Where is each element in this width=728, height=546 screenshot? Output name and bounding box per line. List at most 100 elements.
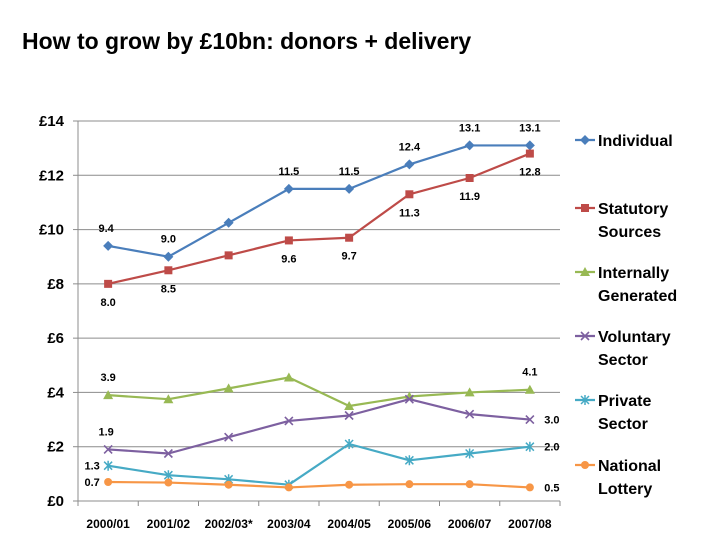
data-point xyxy=(344,401,355,410)
data-point xyxy=(284,416,294,426)
data-point xyxy=(405,480,414,489)
y-tick-label: £2 xyxy=(47,439,64,456)
legend-marker xyxy=(581,204,589,212)
legend-label: Individual xyxy=(598,133,673,150)
x-tick-label: 2005/06 xyxy=(388,517,432,531)
legend-label: Private Sector xyxy=(598,393,651,433)
legend-marker xyxy=(580,135,590,145)
data-label: 12.8 xyxy=(519,167,540,179)
legend-label: Internally Generated xyxy=(598,265,677,305)
legend-label: Statutory Sources xyxy=(598,201,668,241)
y-tick-label: £12 xyxy=(39,167,64,184)
chart-title: How to grow by £10bn: donors + delivery xyxy=(22,28,472,54)
y-tick-label: £14 xyxy=(39,113,65,130)
y-tick-label: £0 xyxy=(47,493,64,510)
legend-item: Individual xyxy=(575,133,673,150)
data-point xyxy=(524,384,535,394)
data-point xyxy=(103,390,114,400)
data-point xyxy=(224,251,233,260)
data-label: 12.4 xyxy=(399,141,421,153)
legend-marker xyxy=(580,331,590,341)
y-tick-label: £6 xyxy=(47,330,64,347)
data-point xyxy=(404,455,414,466)
data-label: 11.5 xyxy=(278,166,299,178)
series-line xyxy=(107,152,531,285)
data-point xyxy=(164,266,173,275)
data-label: 8.5 xyxy=(161,283,176,295)
data-point xyxy=(525,149,534,158)
legend-marker xyxy=(581,461,589,469)
x-tick-label: 2001/02 xyxy=(147,517,191,531)
data-point xyxy=(223,217,234,228)
data-label: 4.1 xyxy=(522,367,537,379)
data-point xyxy=(344,183,355,194)
data-point xyxy=(345,480,354,489)
data-point xyxy=(284,483,293,492)
data-point xyxy=(163,394,174,404)
data-point xyxy=(104,279,113,288)
legend-item: Statutory Sources xyxy=(575,201,668,241)
data-point xyxy=(404,159,415,170)
data-label: 13.1 xyxy=(519,122,540,134)
legend: Individual Statutory Sources Internally Gene… xyxy=(575,133,677,498)
series-line xyxy=(108,480,530,489)
x-tick-label: 2000/01 xyxy=(86,517,130,531)
series-line xyxy=(107,442,530,486)
data-point xyxy=(103,444,113,454)
data-point xyxy=(345,233,354,242)
data-label: 2.0 xyxy=(544,442,559,454)
data-point xyxy=(465,409,475,419)
data-point xyxy=(465,480,474,489)
y-tick-label: £4 xyxy=(47,384,64,401)
y-tick-label: £8 xyxy=(47,276,64,293)
data-point xyxy=(404,394,414,404)
legend-label: Voluntary Sector xyxy=(598,329,671,369)
series-line xyxy=(107,144,530,258)
data-point xyxy=(404,391,415,401)
legend-label: National Lottery xyxy=(598,458,661,498)
data-labels: 9.4 9.0 11.5 11.5 12.4 13.1 13.1 8.0 8.5 9.6 9.7 11… xyxy=(84,122,559,494)
data-point xyxy=(104,478,113,486)
series-lines xyxy=(103,140,535,492)
data-point xyxy=(465,174,474,182)
data-point xyxy=(223,383,234,393)
data-point xyxy=(103,240,114,251)
x-tick-label: 2004/05 xyxy=(327,517,371,531)
data-label: 8.0 xyxy=(100,297,115,309)
data-point xyxy=(284,236,293,245)
data-label: 11.3 xyxy=(399,207,420,219)
data-label: 1.3 xyxy=(84,461,99,473)
series-line xyxy=(108,398,530,455)
data-point xyxy=(524,140,535,151)
data-label: 3.9 xyxy=(100,372,115,384)
legend-marker xyxy=(580,267,590,276)
legend-item: National Lottery xyxy=(575,458,661,498)
data-label: 0.5 xyxy=(544,482,559,494)
data-point xyxy=(525,441,535,452)
axes: £0 £2 £4 £6 £8 £10 £12 £14 2000/01 2001/02 2002/03… xyxy=(39,113,561,531)
data-label: 9.6 xyxy=(281,253,296,265)
data-label: 11.9 xyxy=(459,191,480,203)
data-point xyxy=(164,478,173,487)
x-tick-label: 2003/04 xyxy=(267,517,311,531)
data-point xyxy=(525,483,534,492)
legend-item: Internally Generated xyxy=(575,265,677,305)
y-tick-label: £10 xyxy=(39,222,64,239)
legend-item: Private Sector xyxy=(575,393,651,433)
legend-marker xyxy=(580,395,590,405)
series-line xyxy=(108,376,530,408)
data-label: 13.1 xyxy=(459,122,480,134)
data-point xyxy=(464,140,475,151)
data-label: 0.7 xyxy=(84,477,99,489)
x-tick-label: 2002/03* xyxy=(205,517,253,531)
data-point xyxy=(464,387,475,397)
legend-item: Voluntary Sector xyxy=(575,329,671,369)
data-point xyxy=(525,415,535,425)
data-point xyxy=(344,439,354,449)
data-point xyxy=(103,460,113,471)
data-point xyxy=(405,190,414,199)
x-tick-label: 2007/08 xyxy=(508,517,552,531)
data-label: 9.0 xyxy=(161,234,176,246)
data-label: 1.9 xyxy=(98,426,113,438)
